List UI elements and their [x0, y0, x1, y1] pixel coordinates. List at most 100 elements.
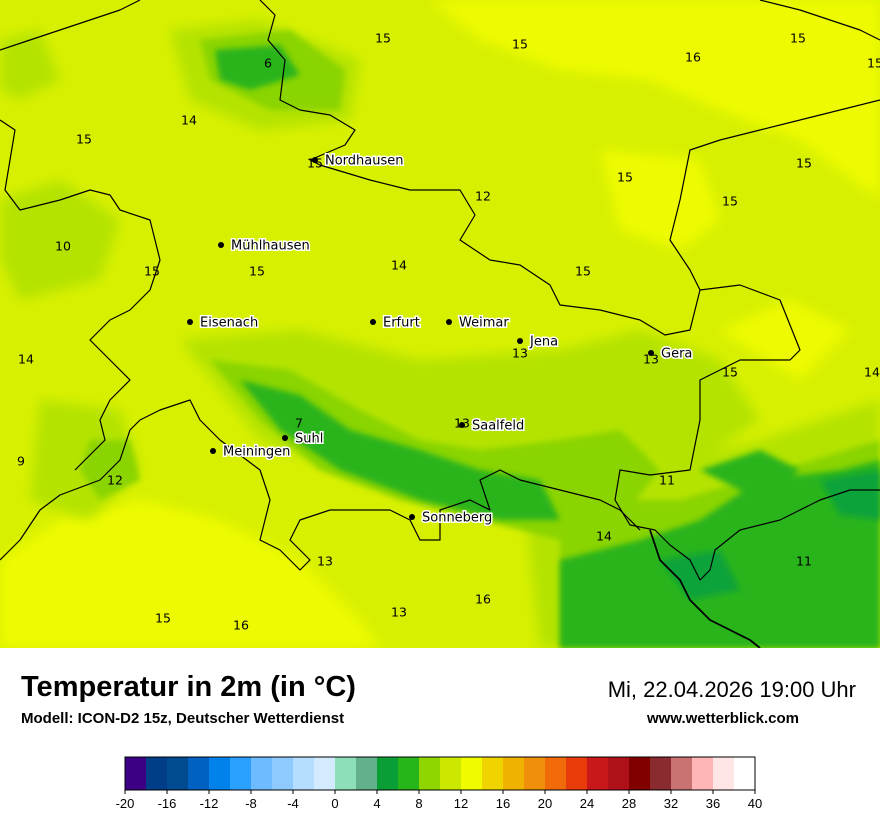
city-dot: [517, 338, 523, 344]
legend-color-swatch: [230, 757, 252, 790]
city-marker: Mühlhausen: [218, 237, 311, 255]
city-marker: Meiningen: [210, 443, 292, 461]
legend-color-swatch: [545, 757, 567, 790]
city-marker: Eisenach: [187, 314, 260, 332]
temperature-value: 15: [722, 194, 738, 209]
east-border: [669, 99, 880, 291]
temperature-value: 15: [790, 31, 806, 46]
city-dot: [312, 157, 318, 163]
legend-tick-label: 0: [331, 796, 338, 811]
legend-tick-label: 16: [496, 796, 510, 811]
temperature-value: 14: [596, 529, 612, 544]
legend-color-swatch: [125, 757, 147, 790]
temperature-value: 16: [233, 618, 249, 633]
legend-color-swatch: [692, 757, 714, 790]
temperature-value: 15: [155, 611, 171, 626]
city-dot: [446, 319, 452, 325]
legend-color-swatch: [608, 757, 630, 790]
city-marker: Sonneberg: [409, 509, 494, 527]
model-source: Modell: ICON-D2 15z, Deutscher Wetterdie…: [21, 710, 345, 727]
legend-color-swatch: [314, 757, 336, 790]
legend-color-swatch: [524, 757, 546, 790]
temperature-value: 10: [55, 239, 71, 254]
city-label: Nordhausen: [325, 154, 404, 169]
czech-border: [649, 529, 761, 648]
legend-color-swatch: [461, 757, 483, 790]
temperature-map: 6 15 15 16 15 15 14 15 15 12 15 15 10 15 15 15 14 15 14 13 1…: [0, 0, 880, 648]
legend-tick-label: 28: [622, 796, 636, 811]
legend-color-swatch: [713, 757, 735, 790]
state-borders: [0, 0, 880, 648]
temperature-value: 15: [796, 156, 812, 171]
city-marker: Jena: [517, 333, 560, 351]
legend-color-swatch: [251, 757, 273, 790]
city-label: Gera: [661, 347, 692, 362]
temperature-value: 11: [796, 554, 812, 569]
city-dot: [648, 350, 654, 356]
temperature-value: 13: [643, 352, 659, 367]
legend-color-swatch: [398, 757, 420, 790]
city-marker: Suhl: [282, 430, 325, 448]
legend-color-swatch: [566, 757, 588, 790]
city-label: Saalfeld: [472, 419, 524, 434]
legend-tick-label: 24: [580, 796, 594, 811]
temperature-value: 13: [317, 554, 333, 569]
temperature-value: 16: [685, 50, 701, 65]
legend-color-swatch: [293, 757, 315, 790]
legend-color-swatch: [440, 757, 462, 790]
city-dot: [187, 319, 193, 325]
temperature-value: 12: [475, 189, 491, 204]
north-east-border: [759, 0, 880, 41]
legend-color-swatch: [188, 757, 210, 790]
city-label: Eisenach: [200, 316, 258, 331]
legend-color-swatch: [587, 757, 609, 790]
temperature-value: 12: [107, 473, 123, 488]
legend-tick-label: 40: [748, 796, 762, 811]
website-link[interactable]: www.wetterblick.com: [647, 710, 799, 727]
color-scale-legend: -20 -16 -12 -8 -4 0 4 8 12 16 20 24 28 32 36 40: [116, 756, 762, 811]
city-label: Meiningen: [223, 445, 290, 460]
temperature-value: 15: [375, 31, 391, 46]
legend-color-swatch: [146, 757, 168, 790]
legend-color-swatch: [272, 757, 294, 790]
city-markers: Nordhausen Mühlhausen Eisenach Erfurt Weimar…: [187, 152, 694, 527]
city-dot: [282, 435, 288, 441]
legend-color-swatch: [335, 757, 357, 790]
city-dot: [459, 422, 465, 428]
temperature-value: 14: [181, 113, 197, 128]
temperature-value: 15: [76, 132, 92, 147]
temperature-value: 15: [575, 264, 591, 279]
legend-color-swatch: [356, 757, 378, 790]
legend-color-swatch: [209, 757, 231, 790]
city-dot: [210, 448, 216, 454]
city-marker: Weimar: [446, 314, 511, 332]
legend-tick-label: -20: [116, 796, 135, 811]
legend-tick-label: 8: [415, 796, 422, 811]
temperature-value: 15: [722, 365, 738, 380]
temperature-value: 11: [659, 473, 675, 488]
legend-tick-label: -12: [200, 796, 219, 811]
city-marker: Gera: [648, 345, 694, 363]
legend-tick-label: -4: [287, 796, 299, 811]
temperature-value: 15: [867, 56, 880, 71]
legend-tick-label: -8: [245, 796, 257, 811]
city-label: Mühlhausen: [231, 239, 310, 254]
city-marker: Saalfeld: [459, 417, 526, 435]
legend-color-swatch: [167, 757, 189, 790]
legend-tick-label: 20: [538, 796, 552, 811]
temperature-value: 13: [512, 346, 528, 361]
top-west-border: [0, 0, 141, 51]
deep-green-areas: [660, 470, 880, 600]
city-label: Jena: [529, 335, 558, 350]
southern-border: [0, 399, 641, 571]
legend-tick-label: -16: [158, 796, 177, 811]
forecast-datetime: Mi, 22.04.2026 19:00 Uhr: [607, 677, 856, 702]
temperature-value: 16: [475, 592, 491, 607]
legend-outline: [124, 756, 756, 791]
map-title: Temperatur in 2m (in °C): [21, 671, 356, 703]
temperature-value: 15: [249, 264, 265, 279]
legend-color-swatch: [503, 757, 525, 790]
legend-color-swatch: [671, 757, 693, 790]
city-dot: [218, 242, 224, 248]
temperature-value: 9: [17, 454, 25, 469]
